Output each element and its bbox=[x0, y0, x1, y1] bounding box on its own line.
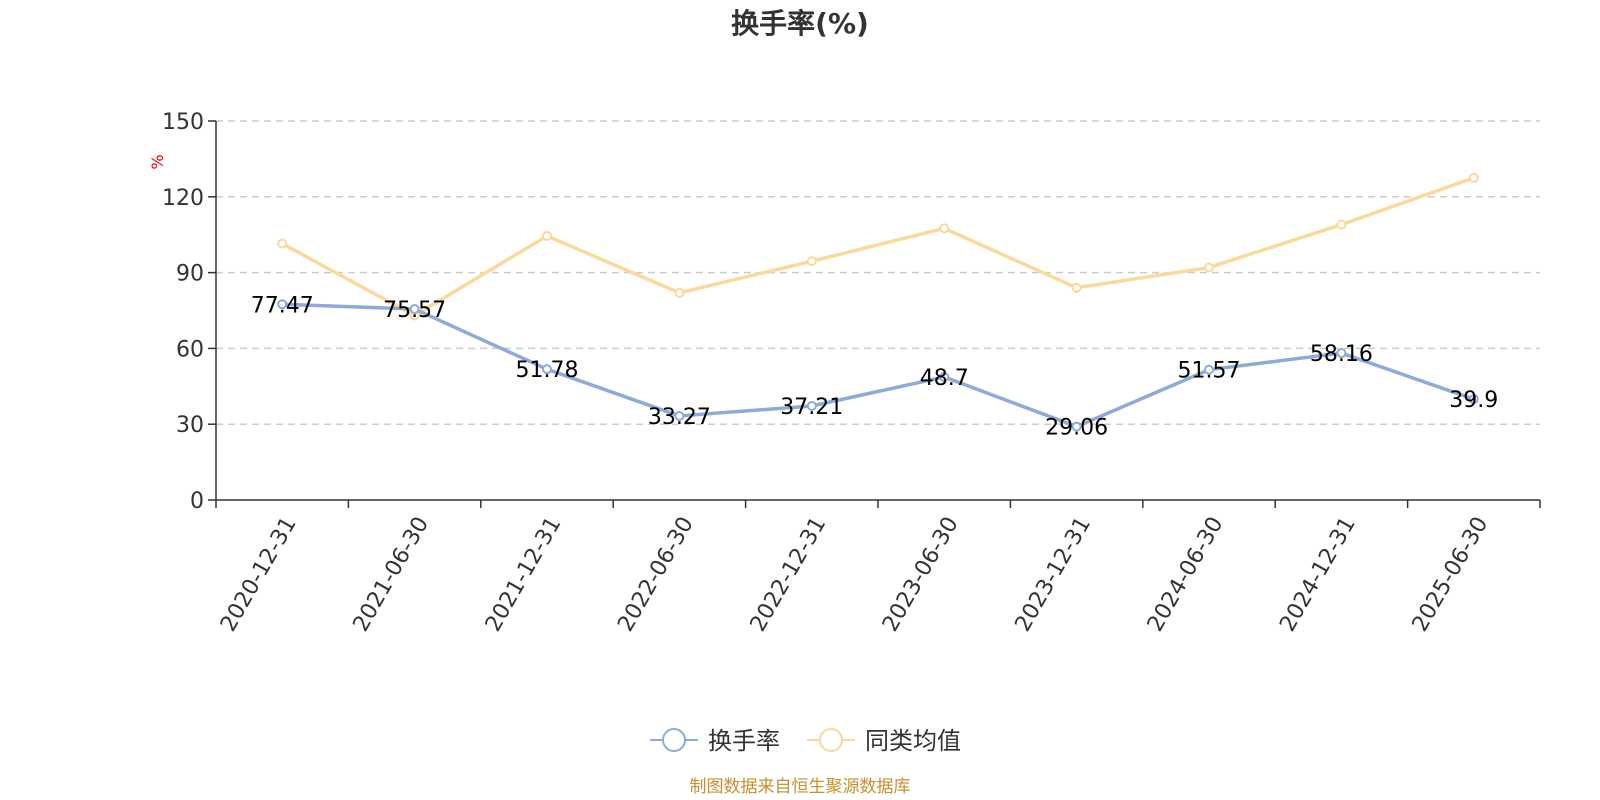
source-note: 制图数据来自恒生聚源数据库 bbox=[690, 777, 911, 797]
data-point bbox=[1204, 262, 1214, 273]
series-layer bbox=[277, 172, 1479, 432]
axes: 0 30 60 90 120 150 2020-12-31 2021-06-30 2021-12… bbox=[162, 110, 1541, 636]
x-tick-label: 2024-06-30 bbox=[1143, 513, 1229, 636]
chart-title: 换手率(%) bbox=[731, 7, 869, 40]
data-point bbox=[806, 256, 817, 267]
legend-label: 同类均值 bbox=[865, 727, 961, 755]
x-tick-label: 2022-06-30 bbox=[613, 513, 699, 636]
x-tick-label: 2023-06-30 bbox=[878, 513, 964, 636]
y-tick-label: 150 bbox=[162, 110, 204, 135]
data-label: 37.21 bbox=[780, 395, 843, 420]
data-labels: 77.47 75.57 51.78 33.27 37.21 48.7 29.06 51.57 5… bbox=[251, 293, 1499, 440]
x-tick-label: 2021-06-30 bbox=[349, 513, 435, 636]
series-line bbox=[281, 176, 1475, 318]
legend-marker bbox=[819, 728, 843, 752]
x-tick-label: 2023-12-31 bbox=[1011, 513, 1097, 636]
data-label: 77.47 bbox=[251, 293, 314, 318]
legend: 换手率 同类均值 bbox=[650, 727, 961, 755]
data-point bbox=[409, 304, 420, 315]
data-point bbox=[1336, 219, 1347, 230]
data-point bbox=[1468, 172, 1479, 183]
x-tick-label: 2021-12-31 bbox=[481, 513, 567, 636]
data-label: 58.16 bbox=[1310, 342, 1373, 367]
data-point bbox=[277, 238, 288, 249]
data-point bbox=[1204, 364, 1214, 375]
series-line bbox=[282, 302, 1475, 429]
data-point bbox=[1336, 348, 1347, 359]
data-point bbox=[1071, 282, 1082, 293]
data-label: 39.9 bbox=[1449, 388, 1498, 413]
data-point bbox=[542, 230, 552, 241]
x-tick-label: 2025-06-30 bbox=[1408, 513, 1494, 636]
y-tick-label: 0 bbox=[190, 489, 204, 514]
grid-lines bbox=[216, 120, 1540, 425]
data-point bbox=[939, 223, 950, 234]
legend-label: 换手率 bbox=[708, 727, 780, 755]
data-point bbox=[277, 299, 288, 310]
data-point bbox=[939, 371, 950, 382]
data-label: 51.57 bbox=[1178, 359, 1241, 384]
data-point bbox=[542, 364, 552, 375]
x-tick-label: 2024-12-31 bbox=[1275, 513, 1361, 636]
x-tick-label: 2022-12-31 bbox=[746, 513, 832, 636]
data-label: 51.78 bbox=[516, 358, 579, 383]
data-label: 29.06 bbox=[1045, 416, 1108, 441]
y-tick-label: 90 bbox=[176, 262, 204, 287]
data-point bbox=[806, 400, 817, 411]
data-point bbox=[674, 410, 685, 421]
data-point bbox=[1468, 394, 1479, 405]
legend-item: 同类均值 bbox=[807, 727, 961, 755]
y-tick-label: 30 bbox=[176, 413, 204, 438]
data-point bbox=[1071, 421, 1082, 432]
data-point bbox=[674, 287, 685, 298]
data-label: 33.27 bbox=[648, 405, 711, 430]
legend-marker bbox=[662, 728, 686, 752]
data-label: 75.57 bbox=[383, 298, 446, 323]
y-tick-label: 120 bbox=[162, 186, 204, 211]
data-label: 48.7 bbox=[920, 366, 969, 391]
y-axis-unit: % bbox=[148, 154, 167, 169]
legend-item: 换手率 bbox=[650, 727, 780, 755]
x-tick-label: 2020-12-31 bbox=[216, 513, 302, 636]
y-tick-label: 60 bbox=[176, 337, 204, 362]
